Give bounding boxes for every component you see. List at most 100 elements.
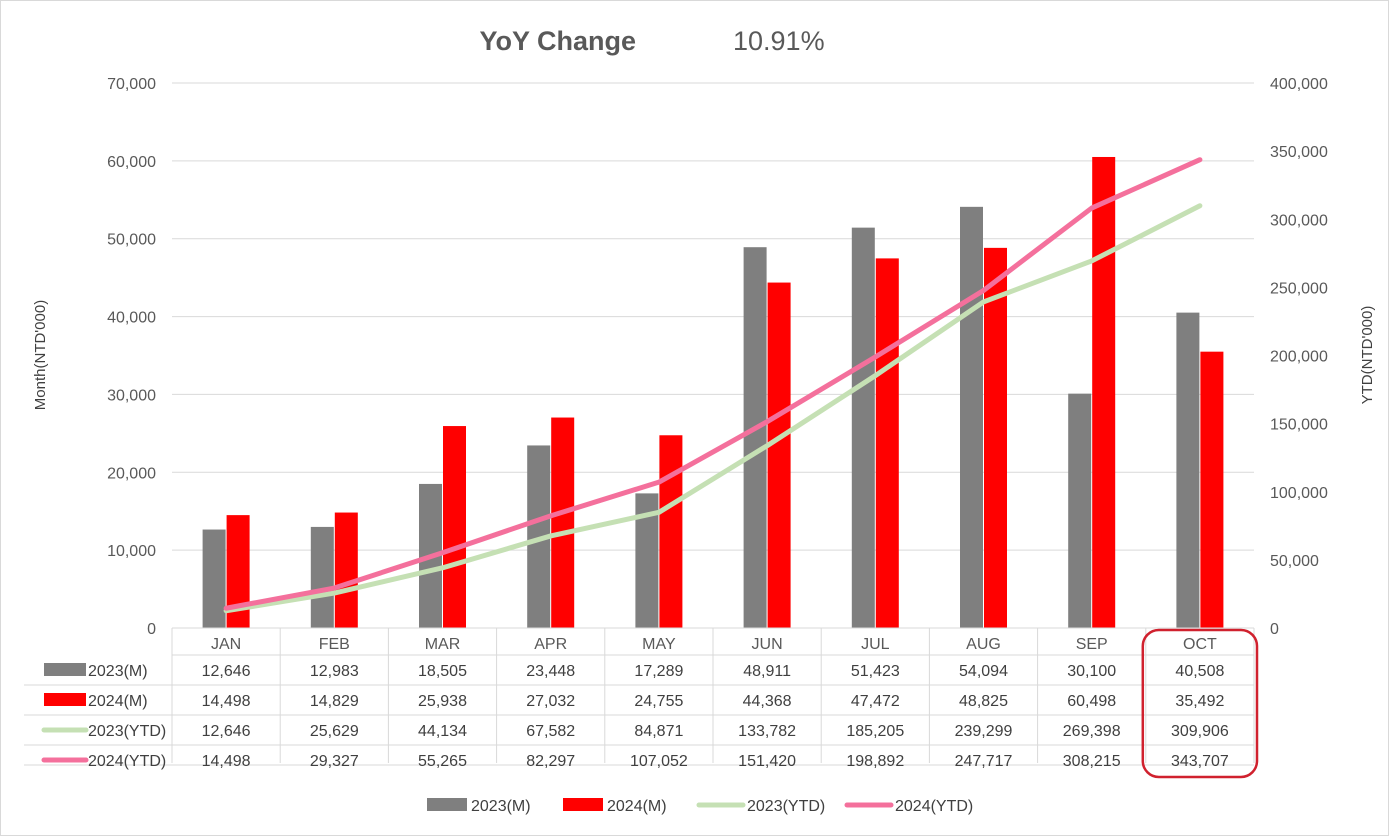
table-cell: 185,205 bbox=[846, 723, 904, 740]
table-cell: 48,825 bbox=[959, 693, 1008, 710]
bar-2024(M)-JUL bbox=[875, 258, 899, 628]
table-cell: 12,646 bbox=[202, 663, 251, 680]
x-tick-label: MAY bbox=[642, 636, 676, 653]
bar-2023(M)-JAN bbox=[202, 529, 226, 628]
legend-entry-label: 2023(M) bbox=[471, 798, 531, 815]
bar-2023(M)-FEB bbox=[310, 526, 334, 628]
bar-2024(M)-MAY bbox=[659, 435, 683, 628]
table-cell: 40,508 bbox=[1175, 663, 1224, 680]
table-cell: 107,052 bbox=[630, 753, 688, 770]
table-cell: 29,327 bbox=[310, 753, 359, 770]
bar-2024(M)-JUN bbox=[767, 282, 791, 628]
line-2023(YTD) bbox=[223, 203, 1203, 614]
table-cell: 84,871 bbox=[634, 723, 683, 740]
table-cell: 25,938 bbox=[418, 693, 467, 710]
y-left-tick-label: 30,000 bbox=[107, 387, 156, 404]
chart-title: YoY Change bbox=[479, 26, 636, 56]
y-left-tick-label: 60,000 bbox=[107, 154, 156, 171]
legend-entry-label: 2023(YTD) bbox=[747, 798, 825, 815]
bar-2023(M)-SEP bbox=[1068, 393, 1092, 628]
x-tick-label: FEB bbox=[319, 636, 350, 653]
bars bbox=[202, 156, 1224, 629]
bar-2024(M)-APR bbox=[551, 417, 575, 628]
table-cell: 82,297 bbox=[526, 753, 575, 770]
y-left-tick-label: 10,000 bbox=[107, 543, 156, 560]
table-cell: 18,505 bbox=[418, 663, 467, 680]
table-cell: 12,646 bbox=[202, 723, 251, 740]
table-cell: 14,829 bbox=[310, 693, 359, 710]
bar-2023(M)-AUG bbox=[960, 206, 983, 628]
table-cell: 198,892 bbox=[846, 753, 904, 770]
table-key-2024(M) bbox=[44, 693, 86, 706]
table-cell: 239,299 bbox=[955, 723, 1013, 740]
x-tick-label: APR bbox=[534, 636, 567, 653]
y-right-tick-label: 300,000 bbox=[1270, 212, 1328, 229]
y-left-tick-label: 50,000 bbox=[107, 232, 156, 249]
y-left-tick-label: 0 bbox=[147, 621, 156, 638]
table-cell: 309,906 bbox=[1171, 723, 1229, 740]
y-right-tick-label: 200,000 bbox=[1270, 349, 1328, 366]
x-tick-label: JAN bbox=[211, 636, 241, 653]
x-tick-label: JUL bbox=[861, 636, 890, 653]
table-cell: 133,782 bbox=[738, 723, 796, 740]
bar-2024(M)-FEB bbox=[334, 512, 358, 628]
x-tick-label: OCT bbox=[1183, 636, 1217, 653]
x-tick-label: MAR bbox=[425, 636, 461, 653]
table-cell: 47,472 bbox=[851, 693, 900, 710]
bar-2023(M)-JUN bbox=[743, 247, 767, 628]
table-cell: 308,215 bbox=[1063, 753, 1121, 770]
table-cell: 60,498 bbox=[1067, 693, 1116, 710]
x-tick-label: AUG bbox=[966, 636, 1001, 653]
table-cell: 25,629 bbox=[310, 723, 359, 740]
y-left-tick-label: 70,000 bbox=[107, 76, 156, 93]
legend-key-2024(M) bbox=[563, 798, 603, 811]
table-cell: 30,100 bbox=[1067, 663, 1116, 680]
bar-2023(M)-APR bbox=[527, 445, 551, 628]
highlight-box bbox=[1141, 628, 1259, 779]
y-right-tick-label: 50,000 bbox=[1270, 553, 1319, 570]
y-left-axis-label: Month(NTD'000) bbox=[32, 300, 49, 410]
table-cell: 12,983 bbox=[310, 663, 359, 680]
table-cell: 27,032 bbox=[526, 693, 575, 710]
y-left-tick-label: 40,000 bbox=[107, 310, 156, 327]
table-cell: 35,492 bbox=[1175, 693, 1224, 710]
line-2024(YTD) bbox=[223, 157, 1203, 611]
bar-2024(M)-AUG bbox=[984, 247, 1007, 629]
bar-2023(M)-MAY bbox=[635, 493, 659, 628]
y-right-tick-label: 0 bbox=[1270, 621, 1279, 638]
table-cell: 247,717 bbox=[955, 753, 1013, 770]
table-cell: 23,448 bbox=[526, 663, 575, 680]
table-cell: 17,289 bbox=[634, 663, 683, 680]
y-right-tick-label: 150,000 bbox=[1270, 417, 1328, 434]
chart-title-value: 10.91% bbox=[733, 26, 825, 56]
x-tick-label: JUN bbox=[752, 636, 783, 653]
table-row-label: 2023(M) bbox=[88, 663, 148, 680]
table-cell: 269,398 bbox=[1063, 723, 1121, 740]
table-cell: 54,094 bbox=[959, 663, 1008, 680]
legend-entry-label: 2024(YTD) bbox=[895, 798, 973, 815]
table-cell: 44,134 bbox=[418, 723, 467, 740]
y-right-axis-label: YTD(NTD'000) bbox=[1359, 306, 1376, 405]
bar-2023(M)-OCT bbox=[1176, 312, 1200, 628]
data-table: JAN FEB MAR APR MAY JUN JUL AUG SEP OCT 2023(M) 12,… bbox=[24, 628, 1259, 779]
table-cell: 151,420 bbox=[738, 753, 796, 770]
table-cell: 67,582 bbox=[526, 723, 575, 740]
y-left-tick-label: 20,000 bbox=[107, 465, 156, 482]
table-row-label: 2024(YTD) bbox=[88, 753, 166, 770]
table-key-2023(M) bbox=[44, 663, 86, 676]
bar-2024(M)-MAR bbox=[443, 426, 466, 628]
table-cell: 14,498 bbox=[202, 693, 251, 710]
x-tick-label: SEP bbox=[1076, 636, 1108, 653]
axes: 0 10,000 20,000 30,000 40,000 50,000 60,000 70,… bbox=[107, 76, 1328, 638]
bar-2023(M)-JUL bbox=[851, 227, 875, 629]
table-cell: 51,423 bbox=[851, 663, 900, 680]
table-cell: 55,265 bbox=[418, 753, 467, 770]
table-cell: 343,707 bbox=[1171, 753, 1229, 770]
table-cell: 24,755 bbox=[634, 693, 683, 710]
legend-entry-label: 2024(M) bbox=[607, 798, 667, 815]
table-row-label: 2024(M) bbox=[88, 693, 148, 710]
bar-2024(M)-OCT bbox=[1200, 351, 1224, 628]
